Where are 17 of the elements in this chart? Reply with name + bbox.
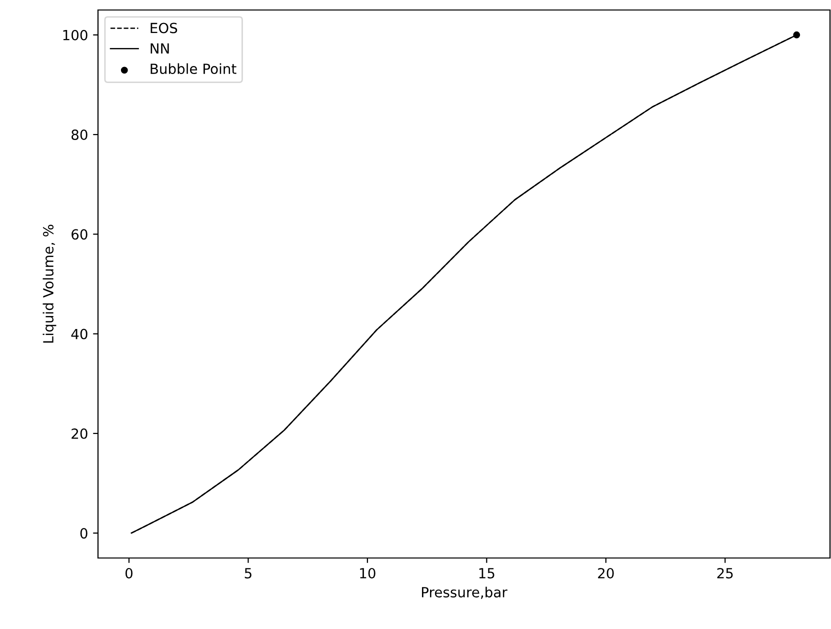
y-tick-label: 60 xyxy=(72,229,88,240)
y-axis-title: Liquid Volume, % xyxy=(42,224,56,343)
x-tick-label: 20 xyxy=(598,568,614,578)
y-tick-label: 20 xyxy=(72,428,88,439)
y-tick-label: 100 xyxy=(63,30,88,40)
legend-label: EOS xyxy=(150,22,178,34)
legend-label: NN xyxy=(150,43,169,54)
x-tick-label: 25 xyxy=(717,568,733,578)
x-axis-title: Pressure,bar xyxy=(422,586,508,599)
x-tick-label: 5 xyxy=(244,568,252,578)
x-tick-label: 15 xyxy=(479,568,494,578)
legend-label: Bubble Point xyxy=(150,63,236,74)
x-tick-label: 10 xyxy=(360,568,376,578)
y-tick-label: 40 xyxy=(71,328,88,340)
x-tick-label: 0 xyxy=(125,568,132,578)
y-tick-label: 80 xyxy=(72,130,88,140)
y-tick-label: 0 xyxy=(80,528,88,539)
